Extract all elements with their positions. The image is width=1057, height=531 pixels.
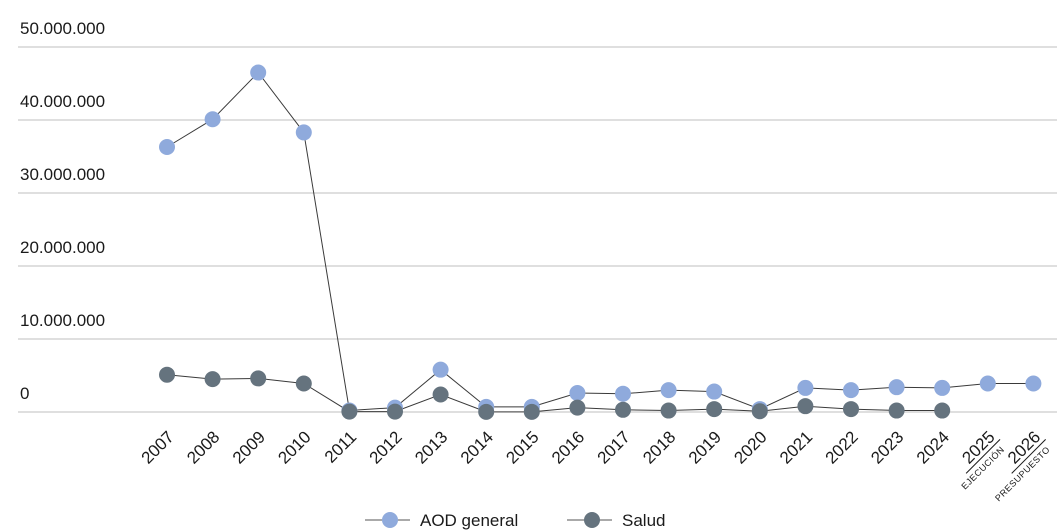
legend-label: AOD general [420,511,518,530]
data-point [159,366,175,383]
x-tick-label: 2024 [913,427,953,467]
x-tick: 2017 [594,427,634,467]
x-tick-label: 2017 [594,427,634,467]
y-tick-label: 40.000.000 [20,92,105,111]
data-point [979,375,996,392]
x-tick-label: 2016 [548,427,588,467]
x-tick: 2021 [776,427,816,467]
x-tick: 2007 [138,427,178,467]
x-tick-label: 2009 [229,427,269,467]
y-tick-label: 30.000.000 [20,165,105,184]
x-tick-label: 2023 [867,427,907,467]
x-tick-label: 2015 [502,427,542,467]
data-point [797,379,814,396]
x-tick-underline [965,439,1001,474]
data-point [341,403,358,420]
x-tick: 2023 [867,427,907,467]
x-tick: 2010 [274,427,314,467]
data-point [159,139,175,156]
x-tick-label: 2014 [457,427,497,467]
legend-marker [382,512,398,528]
x-tick: 2024 [913,427,953,467]
data-point [888,379,905,396]
data-point [250,64,267,81]
x-tick: 2020 [730,427,770,467]
x-tick: 2009 [229,427,269,467]
x-tick: 2015 [502,427,542,467]
data-point [660,402,677,419]
data-point [797,398,814,415]
data-point [569,399,586,416]
x-tick-underline [1011,439,1046,474]
series-line [166,71,1034,412]
y-tick-label: 10.000.000 [20,311,105,330]
x-tick: 2016 [548,427,588,467]
x-tick-label: 2012 [366,427,406,467]
data-point [478,403,495,420]
x-tick: 2013 [411,427,451,467]
data-point [204,371,221,388]
data-point [934,402,951,419]
x-tick-label: 2007 [138,427,178,467]
data-point [204,111,221,128]
data-point [387,403,403,420]
data-point [432,361,449,378]
x-tick: 2014 [457,427,497,467]
legend-label: Salud [622,511,665,530]
x-tick-label: 2019 [685,427,725,467]
data-point [615,385,631,402]
data-point [569,385,586,402]
data-point [843,401,859,418]
data-point [295,124,312,141]
x-tick: 2019 [685,427,725,467]
data-point [888,402,905,419]
legend-marker [584,512,600,528]
data-point [432,386,449,403]
data-point [523,403,540,420]
x-tick-label: 2010 [274,427,314,467]
y-tick-label: 20.000.000 [20,238,105,257]
data-point [615,401,631,418]
x-tick-label: 2022 [822,427,862,467]
x-tick: 2008 [183,427,223,467]
x-tick: 2018 [639,427,679,467]
x-tick: 2012 [366,427,406,467]
data-point [934,379,951,396]
y-tick-label: 50.000.000 [20,19,105,38]
data-point [250,370,267,387]
x-tick-label: 2020 [730,427,770,467]
x-tick-label: 2021 [776,427,816,467]
x-tick-label: 2011 [321,427,360,466]
data-point [1025,375,1042,392]
data-point [843,382,859,399]
x-tick-label: 2008 [183,427,223,467]
x-tick-label: 2018 [639,427,679,467]
series-line [166,374,943,413]
data-point [706,383,723,400]
x-tick-label: 2013 [411,427,451,467]
x-tick: 2011 [321,427,360,466]
y-tick-label: 0 [20,384,29,403]
data-point [706,401,723,418]
x-tick: 2022 [822,427,862,467]
data-point [751,403,768,420]
data-point [295,375,312,392]
data-point [660,382,677,399]
